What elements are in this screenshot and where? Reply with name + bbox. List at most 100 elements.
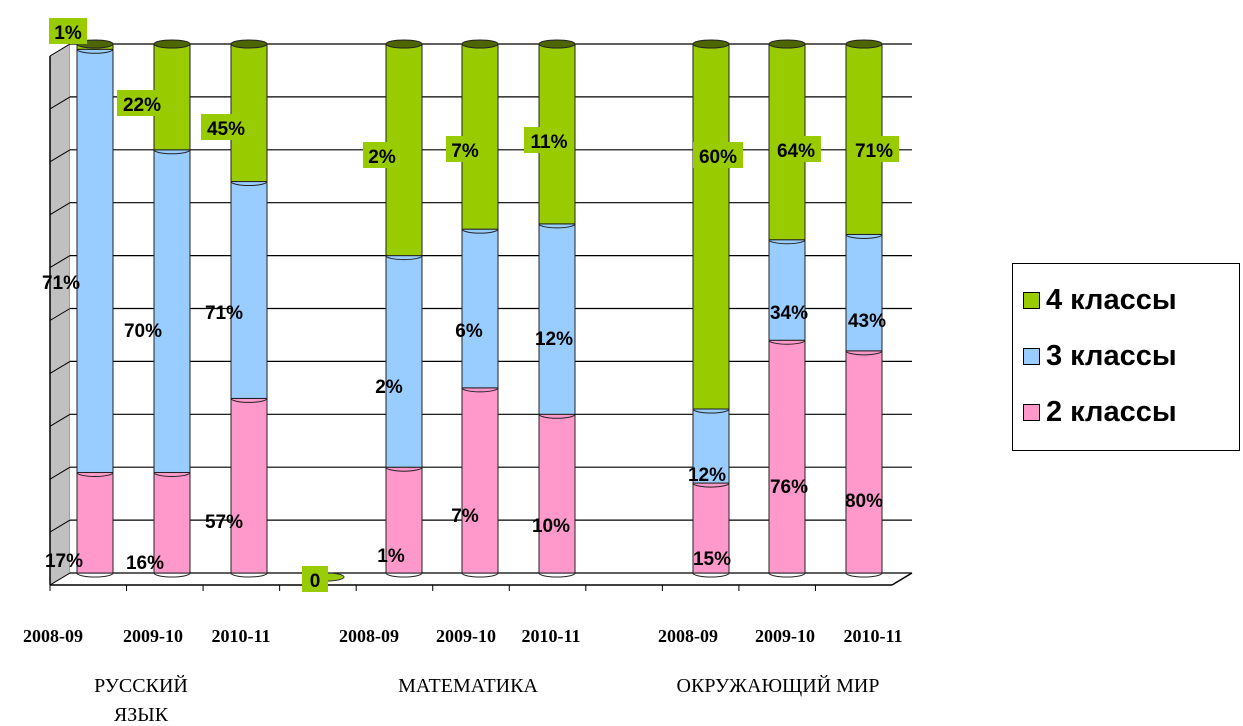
- data-label-4kl: 1%: [54, 23, 82, 44]
- gridline-depth: [49, 519, 71, 533]
- data-label-4kl-bg: [524, 127, 574, 153]
- bar-segment: [153, 149, 191, 473]
- data-label-4kl-bg: [363, 142, 401, 168]
- data-label-2kl: 15%: [693, 549, 731, 570]
- bar-segment: [461, 387, 499, 574]
- bar-segment-edge: [385, 572, 423, 578]
- data-label-4kl: 22%: [123, 95, 161, 116]
- data-label-4kl-bg: [849, 136, 899, 162]
- bar-segment: [692, 43, 730, 410]
- bar-segment-edge: [692, 572, 730, 578]
- bar-segment-edge: [845, 234, 883, 239]
- group-label: ЯЗЫК: [114, 704, 169, 726]
- data-label-4kl-bg: [693, 142, 743, 168]
- legend-item-3: 3 классы: [1023, 340, 1177, 373]
- bar-segment-edge: [230, 181, 268, 187]
- bar-cap: [538, 39, 576, 49]
- bar-segment-edge: [845, 350, 883, 356]
- x-tick-label: 2008-09: [339, 626, 399, 646]
- legend-item-2: 2 классы: [1023, 396, 1177, 429]
- bar-segment-edge: [692, 482, 730, 488]
- data-label-4kl: 45%: [207, 119, 245, 140]
- data-label-2kl: 7%: [451, 506, 479, 527]
- data-label-3kl: 71%: [205, 303, 243, 324]
- x-tick-label: 2010-11: [211, 626, 270, 646]
- gridline-depth: [49, 572, 71, 586]
- gridline-depth: [49, 413, 71, 427]
- bar-segment-edge: [153, 149, 191, 155]
- legend-swatch-4: [1023, 292, 1040, 309]
- bar-segment-edge: [768, 572, 806, 578]
- gridline-depth: [49, 255, 71, 269]
- gridline-depth: [49, 308, 71, 321]
- x-tick-label: 2010-11: [843, 626, 902, 646]
- data-label-4kl-bg: [117, 90, 167, 116]
- gridline-depth: [49, 96, 71, 110]
- data-label-3kl: 43%: [848, 311, 886, 332]
- data-label-4kl: 64%: [777, 141, 815, 162]
- data-label-2kl: 16%: [126, 553, 164, 574]
- data-label-4kl-bg: [771, 136, 821, 162]
- bar-segment: [538, 223, 576, 415]
- x-tick-label: 2009-10: [123, 626, 183, 646]
- legend-swatch-2: [1023, 404, 1040, 421]
- bar-segment-edge: [76, 49, 114, 54]
- data-label-zero-bg: [302, 566, 328, 592]
- bar-cap: [230, 39, 268, 49]
- bar-cap: [845, 39, 883, 49]
- data-label-4kl-bg: [446, 136, 484, 162]
- group-label: МАТЕМАТИКА: [398, 675, 538, 697]
- data-label-3kl: 2%: [375, 377, 403, 398]
- bar-segment-edge: [461, 228, 499, 234]
- data-label-4kl: 71%: [855, 141, 893, 162]
- bar-segment-edge: [385, 467, 423, 472]
- bar-segment: [385, 255, 423, 468]
- data-label-2kl: 1%: [377, 546, 405, 567]
- data-label-4kl: 60%: [699, 147, 737, 168]
- bar-segment-edge: [461, 572, 499, 578]
- bar-segment: [538, 413, 576, 574]
- data-label-2kl: 57%: [205, 512, 243, 533]
- bar-segment-edge: [230, 572, 268, 578]
- bar-segment-edge: [845, 572, 883, 578]
- bar-segment: [461, 228, 499, 389]
- data-label-3kl: 6%: [455, 321, 483, 342]
- bar-segment-edge: [538, 572, 576, 578]
- legend-swatch-3: [1023, 348, 1040, 365]
- bar-segment-edge: [461, 387, 499, 393]
- legend-label-2: 2 классы: [1046, 396, 1177, 428]
- x-tick-label: 2010-11: [521, 626, 580, 646]
- legend-item-4: 4 классы: [1023, 284, 1177, 317]
- x-tick-label: 2009-10: [755, 626, 815, 646]
- legend-label-4: 4 классы: [1046, 284, 1177, 316]
- legend-label-3: 3 классы: [1046, 340, 1177, 372]
- bar-segment-edge: [153, 472, 191, 477]
- data-label-3kl: 34%: [770, 303, 808, 324]
- bar-cap: [153, 39, 191, 49]
- data-label-4kl: 2%: [368, 147, 396, 168]
- data-label-2kl: 76%: [770, 477, 808, 498]
- x-tick-label: 2008-09: [658, 626, 718, 646]
- bar-segment-edge: [153, 572, 191, 578]
- bar-segment: [768, 239, 806, 341]
- bar-segment-edge: [768, 340, 806, 345]
- bar-cap: [692, 39, 730, 49]
- data-label-3kl: 12%: [535, 329, 573, 350]
- bar-segment: [76, 48, 114, 473]
- group-label: РУССКИЙ: [94, 674, 188, 697]
- data-label-4kl: 11%: [531, 132, 568, 153]
- bar-segment-edge: [230, 398, 268, 403]
- data-label-2kl: 10%: [532, 516, 570, 537]
- gridline-depth: [49, 43, 71, 57]
- gridline-depth: [49, 360, 71, 374]
- data-label-zero: 0: [310, 571, 321, 592]
- bar-segment: [692, 408, 730, 484]
- bar-segment: [230, 181, 268, 399]
- bar-cap: [461, 39, 499, 49]
- bar-segment: [76, 471, 114, 574]
- legend: 4 классы 3 классы 2 классы: [1012, 263, 1240, 451]
- data-label-3kl: 71%: [42, 273, 80, 294]
- group-label: ОКРУЖАЮЩИЙ МИР: [677, 674, 880, 697]
- bar-cap: [385, 39, 423, 49]
- bar-segment: [230, 43, 268, 183]
